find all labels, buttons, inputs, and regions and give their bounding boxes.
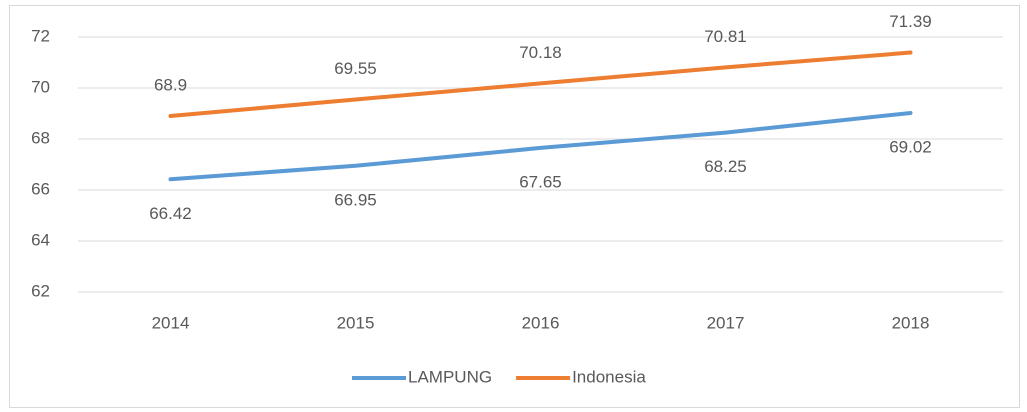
data-label: 68.25 bbox=[704, 157, 747, 176]
data-label: 66.42 bbox=[149, 204, 192, 223]
y-tick-label: 62 bbox=[31, 281, 50, 300]
y-tick-label: 68 bbox=[31, 128, 50, 147]
data-label: 67.65 bbox=[519, 172, 562, 191]
y-tick-label: 72 bbox=[31, 26, 50, 45]
legend-label: LAMPUNG bbox=[408, 367, 492, 386]
y-tick-label: 64 bbox=[31, 230, 50, 249]
data-label: 70.81 bbox=[704, 27, 747, 46]
x-tick-label: 2016 bbox=[522, 313, 560, 332]
x-tick-label: 2017 bbox=[707, 313, 745, 332]
y-tick-label: 70 bbox=[31, 77, 50, 96]
x-tick-label: 2014 bbox=[152, 313, 190, 332]
series-line bbox=[168, 50, 913, 119]
data-label: 70.18 bbox=[519, 43, 562, 62]
chart-frame bbox=[9, 5, 1020, 408]
data-label: 66.95 bbox=[334, 190, 377, 209]
data-label: 71.39 bbox=[889, 12, 932, 31]
data-label: 69.02 bbox=[889, 137, 932, 156]
y-tick-label: 66 bbox=[31, 179, 50, 198]
legend-label: Indonesia bbox=[572, 367, 646, 386]
series-line bbox=[168, 110, 913, 182]
data-label: 68.9 bbox=[154, 76, 187, 95]
x-tick-label: 2015 bbox=[337, 313, 375, 332]
x-tick-label: 2018 bbox=[892, 313, 930, 332]
data-label: 69.55 bbox=[334, 59, 377, 78]
